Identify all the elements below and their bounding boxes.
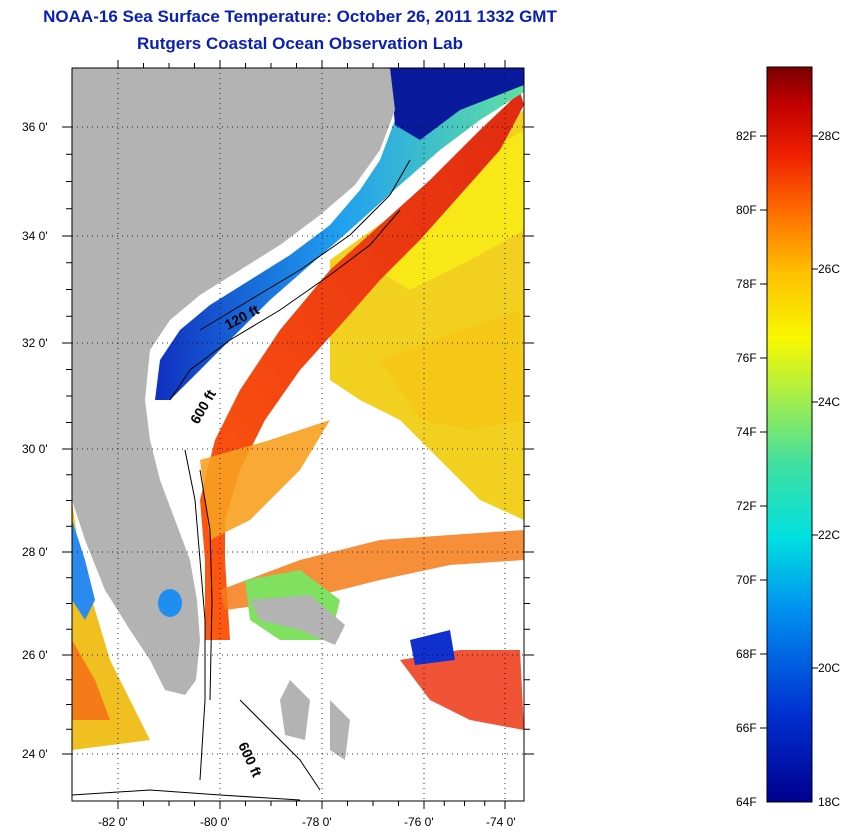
lat-label-36: 36 0' <box>22 120 48 134</box>
lon-label-78: -78 0' <box>302 815 332 829</box>
land-southeast-us <box>72 68 395 695</box>
colorbar-f-74: 74F <box>736 425 757 439</box>
colorbar-f-76: 76F <box>736 351 757 365</box>
bahamas-land <box>250 595 345 645</box>
colorbar-f-64: 64F <box>736 795 757 809</box>
cold-shelf-water <box>155 68 524 400</box>
colorbar-f-70: 70F <box>736 573 757 587</box>
temperature-colorbar <box>766 66 813 803</box>
lon-label-74: -74 0' <box>486 815 516 829</box>
map-title: NOAA-16 Sea Surface Temperature: October… <box>43 7 557 26</box>
lat-label-26: 26 0' <box>22 648 48 662</box>
map-subtitle: Rutgers Coastal Ocean Observation Lab <box>137 34 463 53</box>
lat-label-30: 30 0' <box>22 442 48 456</box>
lat-label-32: 32 0' <box>22 336 48 350</box>
map-frame <box>71 67 525 802</box>
sea-surface-temperature-map: 120 ft 600 ft 600 ft <box>72 68 524 801</box>
colorbar-c-20: 20C <box>818 661 840 675</box>
colorbar-c-22: 22C <box>818 528 840 542</box>
colorbar-f-78: 78F <box>736 277 757 291</box>
colorbar-f-68: 68F <box>736 647 757 661</box>
colorbar-f-82: 82F <box>736 129 757 143</box>
lon-label-76: -76 0' <box>404 815 434 829</box>
lat-label-24: 24 0' <box>22 747 48 761</box>
colorbar-c-26: 26C <box>818 262 840 276</box>
colorbar-c-24: 24C <box>818 395 840 409</box>
colorbar-c-18: 18C <box>818 795 840 809</box>
colorbar-f-72: 72F <box>736 499 757 513</box>
gulf-stream <box>200 92 524 640</box>
lat-label-28: 28 0' <box>22 545 48 559</box>
lat-label-34: 34 0' <box>22 229 48 243</box>
lon-label-82: -82 0' <box>98 815 128 829</box>
colorbar-f-80: 80F <box>736 203 757 217</box>
lon-label-80: -80 0' <box>200 815 230 829</box>
colorbar-f-66: 66F <box>736 721 757 735</box>
colorbar-c-28: 28C <box>818 129 840 143</box>
